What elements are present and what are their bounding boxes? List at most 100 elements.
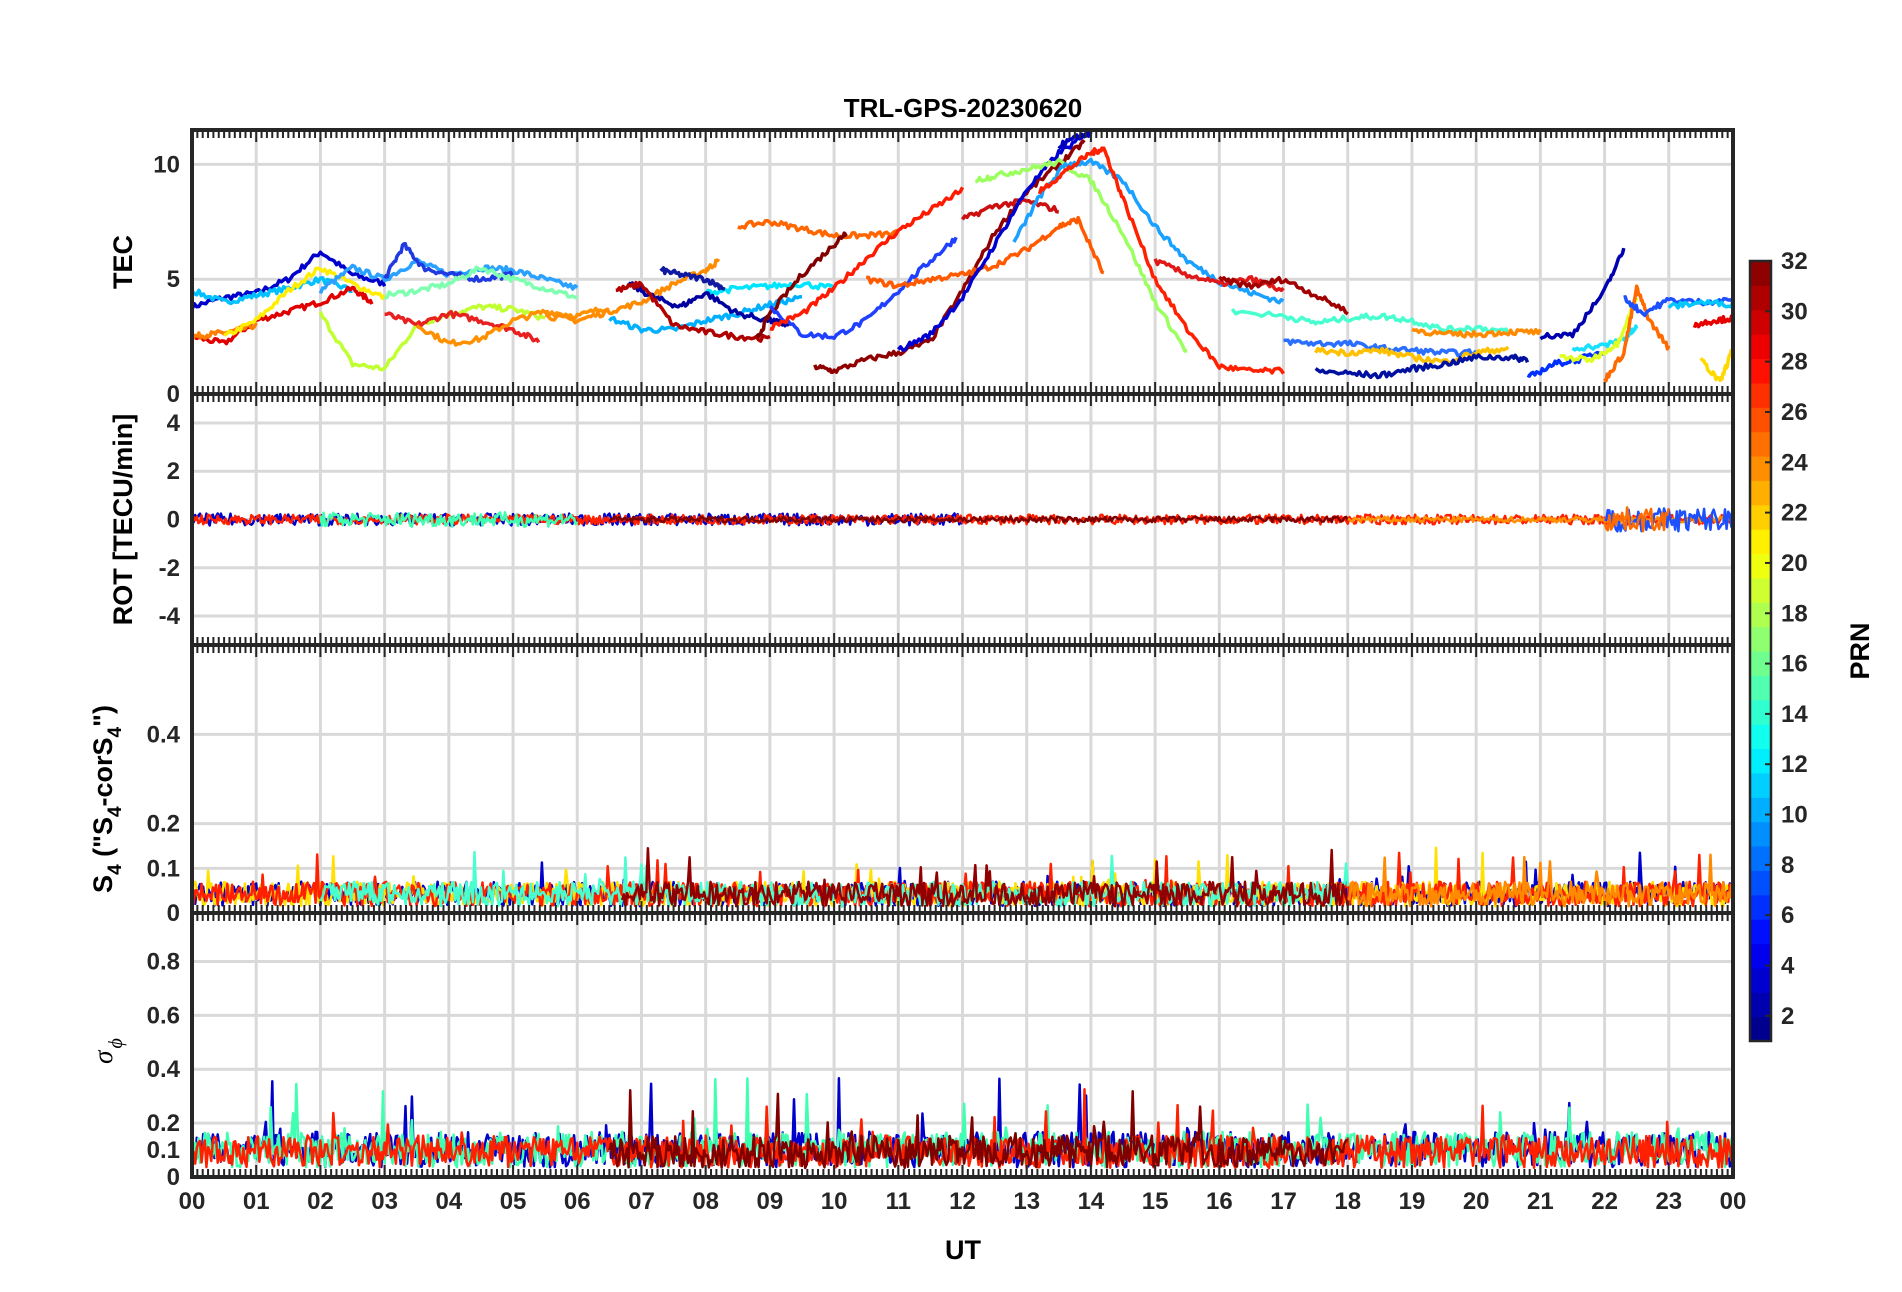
colorbar-tick-label: 8 <box>1781 852 1794 879</box>
x-tick-label: 12 <box>949 1188 976 1215</box>
colorbar-swatch <box>1750 577 1771 603</box>
colorbar-swatch <box>1750 480 1771 506</box>
series-line <box>1283 338 1478 358</box>
series-line <box>769 186 965 331</box>
colorbar-swatch <box>1750 602 1771 628</box>
colorbar-swatch <box>1750 358 1771 384</box>
series-line <box>384 265 578 300</box>
colorbar-tick-label: 18 <box>1781 600 1808 627</box>
series-line <box>704 281 836 297</box>
colorbar-swatch <box>1750 285 1771 311</box>
y-tick-label: 10 <box>153 151 180 178</box>
x-tick-label: 15 <box>1142 1188 1169 1215</box>
series-line <box>1314 353 1530 380</box>
series-line <box>192 250 387 311</box>
y-tick-label: 0.8 <box>147 948 180 975</box>
x-tick-label: 16 <box>1206 1188 1233 1215</box>
series-line <box>737 218 899 240</box>
colorbar-label: PRN <box>1845 622 1875 679</box>
series-line <box>659 266 726 291</box>
x-tick-label: 18 <box>1334 1188 1361 1215</box>
colorbar-swatch <box>1750 870 1771 896</box>
x-axis-label: UT <box>945 1235 981 1265</box>
colorbar-tick-label: 10 <box>1781 802 1808 829</box>
colorbar-swatch <box>1750 797 1771 823</box>
series-line <box>1539 247 1626 341</box>
colorbar-swatch <box>1750 407 1771 433</box>
colorbar-tick-label: 26 <box>1781 399 1808 426</box>
series-line <box>813 139 1086 375</box>
x-tick-label: 00 <box>179 1188 206 1215</box>
series-line <box>192 285 374 346</box>
y-tick-label: 0.6 <box>147 1002 180 1029</box>
y-tick-label: -2 <box>159 555 180 582</box>
series-line <box>192 513 1733 526</box>
series-line <box>192 276 353 306</box>
colorbar-tick-label: 14 <box>1781 701 1808 728</box>
y-tick-label: 0.2 <box>147 811 180 838</box>
series-line <box>608 515 1349 524</box>
y-axis-label: TEC <box>108 235 138 289</box>
x-tick-label: 06 <box>564 1188 591 1215</box>
series-line <box>1526 350 1606 378</box>
panel-3: 0 0.1 0.2 0.4 S4 ("S4-corS4") <box>88 643 1735 927</box>
series-line <box>1230 308 1510 335</box>
x-tick-label: 19 <box>1399 1188 1426 1215</box>
x-tick-label: 07 <box>628 1188 655 1215</box>
colorbar-tick-label: 22 <box>1781 500 1808 527</box>
colorbar-swatch <box>1750 382 1771 408</box>
colorbar-tick-label: 30 <box>1781 298 1808 325</box>
colorbar-swatch <box>1750 919 1771 945</box>
x-tick-label: 10 <box>821 1188 848 1215</box>
series-line <box>1314 345 1510 365</box>
series-line <box>192 322 258 341</box>
y-tick-label: 0 <box>167 900 180 927</box>
colorbar-swatch <box>1750 967 1771 993</box>
series-line <box>384 309 541 344</box>
colorbar-tick-label: 20 <box>1781 550 1808 577</box>
series-line <box>415 306 610 347</box>
y-tick-label: 0.1 <box>147 855 180 882</box>
series-line <box>1559 297 1639 364</box>
colorbar-tick-label: 4 <box>1781 953 1795 980</box>
series-line <box>608 1089 1348 1170</box>
series-line <box>1218 275 1349 316</box>
y-tick-label: 2 <box>167 458 180 485</box>
colorbar-swatch <box>1750 261 1771 286</box>
y-tick-label: 0.4 <box>147 1056 181 1083</box>
x-tick-label: 20 <box>1463 1188 1490 1215</box>
colorbar-swatch <box>1750 894 1771 920</box>
y-tick-label: 5 <box>167 266 180 293</box>
colorbar-swatch <box>1750 675 1771 701</box>
panel-data <box>192 1077 1733 1170</box>
y-tick-label: 0.1 <box>147 1137 180 1164</box>
x-tick-label: 14 <box>1078 1188 1105 1215</box>
x-tick-label: 22 <box>1591 1188 1618 1215</box>
series-line <box>866 215 1105 290</box>
colorbar-tick-label: 12 <box>1781 751 1808 778</box>
x-tick-labels: 00 01 02 03 04 05 06 07 08 09 10 11 12 13 14 15 16 17 18 19… <box>179 1188 1747 1215</box>
colorbar-swatch <box>1750 309 1771 335</box>
series-line <box>961 198 1059 221</box>
colorbar-swatch <box>1750 943 1771 969</box>
series-line <box>544 258 721 325</box>
y-axis-label: S4 ("S4-corS4") <box>88 705 126 893</box>
series-line <box>1057 130 1093 150</box>
colorbar-swatch <box>1750 992 1771 1018</box>
series-line <box>768 236 958 341</box>
x-tick-label: 13 <box>1013 1188 1040 1215</box>
colorbar-tick-label: 16 <box>1781 651 1808 678</box>
series-line <box>383 241 515 283</box>
y-tick-label: 0 <box>167 507 180 534</box>
colorbar-swatch <box>1750 772 1771 798</box>
series-line <box>223 266 386 337</box>
colorbar-swatch <box>1750 456 1771 481</box>
panel-4: 00.10.2 0.4 0.6 0.8 σϕ <box>88 911 1735 1191</box>
chart-title: TRL-GPS-20230620 <box>844 93 1082 123</box>
x-tick-label: 08 <box>692 1188 719 1215</box>
x-tick-label: 09 <box>757 1188 784 1215</box>
series-line <box>318 303 546 372</box>
